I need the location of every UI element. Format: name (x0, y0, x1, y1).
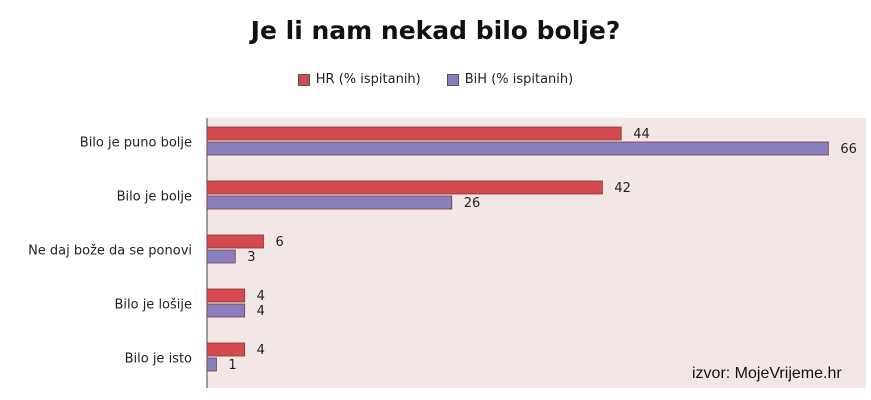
bar-hr (206, 342, 246, 357)
bar-hr (206, 126, 622, 141)
legend-item-hr: HR (% ispitanih) (297, 72, 421, 87)
legend-item-bih: BiH (% ispitanih) (446, 72, 574, 87)
bar-bih (206, 141, 829, 156)
data-label: 1 (228, 358, 236, 373)
category-label: Bilo je bolje (117, 190, 192, 205)
data-label: 44 (633, 127, 650, 142)
category-label: Bilo je isto (125, 352, 192, 367)
source-note: izvor: MojeVrijeme.hr (692, 365, 842, 382)
bar-bih (206, 195, 453, 210)
legend-swatch-bih (446, 73, 459, 86)
bar-hr (206, 234, 264, 249)
bar-hr (206, 180, 603, 195)
legend-swatch-hr (297, 73, 310, 86)
data-label: 6 (275, 235, 283, 250)
legend: HR (% ispitanih) BiH (% ispitanih) (0, 72, 871, 87)
category-label: Ne daj bože da se ponovi (28, 244, 192, 259)
bar-bih (206, 249, 236, 264)
data-label: 4 (257, 289, 265, 304)
data-label: 3 (247, 250, 255, 265)
legend-label-hr: HR (% ispitanih) (315, 72, 421, 87)
data-label: 26 (464, 196, 481, 211)
data-label: 4 (257, 343, 265, 358)
category-label: Bilo je puno bolje (80, 136, 192, 151)
data-label: 4 (257, 304, 265, 319)
data-label: 66 (840, 142, 857, 157)
chart-title: Je li nam nekad bilo bolje? (250, 16, 621, 45)
bar-bih (206, 303, 246, 318)
data-label: 42 (614, 181, 631, 196)
bar-bih (206, 357, 217, 372)
plot-area (207, 118, 866, 388)
bar-hr (206, 288, 246, 303)
legend-label-bih: BiH (% ispitanih) (464, 72, 574, 87)
category-label: Bilo je lošije (114, 298, 192, 313)
